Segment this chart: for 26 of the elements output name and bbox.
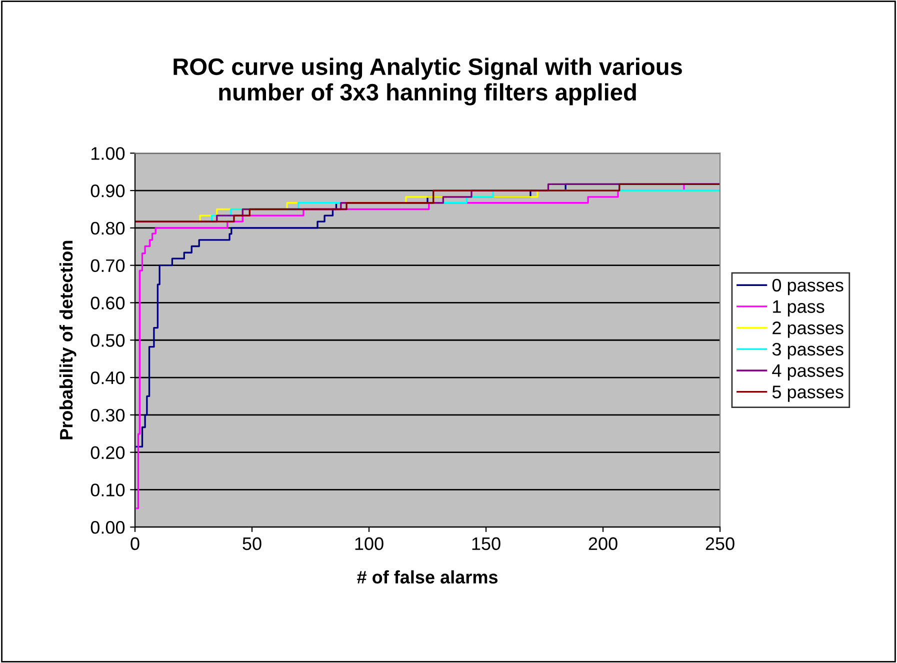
legend-label: 5 passes xyxy=(772,386,844,402)
y-tick-label: 0.20 xyxy=(90,446,125,460)
y-tick-label: 0.90 xyxy=(90,184,125,198)
legend-label: 2 passes xyxy=(772,322,844,338)
x-tick-label: 50 xyxy=(242,537,262,550)
chart-title: ROC curve using Analytic Signal with various number of 3x3 hanning filters applied xyxy=(174,58,682,106)
y-tick-label: 0.70 xyxy=(90,259,125,272)
y-tick-label: 0.30 xyxy=(90,408,125,422)
x-axis-title: # of false alarms xyxy=(357,570,498,584)
legend-label: 0 passes xyxy=(772,278,844,296)
y-tick-label: 0.50 xyxy=(90,334,125,347)
x-tick-label: 200 xyxy=(588,537,618,550)
y-axis-title: Probability of detection xyxy=(59,240,76,440)
legend-label: 4 passes xyxy=(772,364,844,381)
y-tick-label: 0.10 xyxy=(90,484,125,496)
y-tick-label: 0.40 xyxy=(90,371,125,384)
y-tick-label: 1.00 xyxy=(92,147,125,160)
x-tick-label: 150 xyxy=(472,537,500,550)
x-tick-label: 250 xyxy=(706,537,734,550)
x-tick-label: 100 xyxy=(355,537,384,550)
y-tick-label: 0.00 xyxy=(90,521,125,534)
x-tick-label: 0 xyxy=(130,537,140,550)
legend-label: 1 pass xyxy=(773,300,824,317)
legend-label: 3 passes xyxy=(772,342,844,360)
y-tick-label: 0.80 xyxy=(90,222,125,235)
y-tick-label: 0.60 xyxy=(90,296,125,310)
